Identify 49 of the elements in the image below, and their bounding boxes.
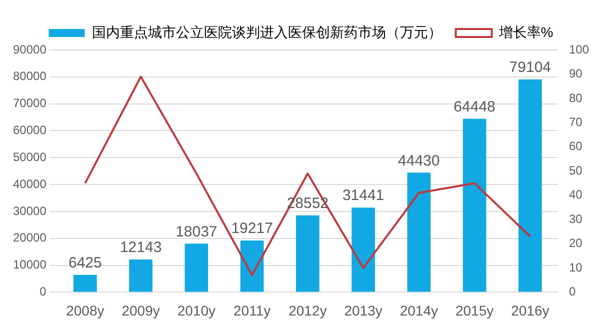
bar xyxy=(518,79,542,292)
bar xyxy=(240,240,264,292)
data-label: 64448 xyxy=(454,98,496,116)
data-label: 12143 xyxy=(120,239,162,256)
y2-tick-label: 70 xyxy=(568,114,583,129)
y2-tick-label: 90 xyxy=(568,66,583,81)
legend-label: 国内重点城市公立医院谈判进入医保创新药市场（万元） xyxy=(92,24,442,40)
x-tick-label: 2013y xyxy=(344,302,382,318)
x-tick-label: 2016y xyxy=(511,302,550,318)
bar xyxy=(462,118,486,292)
y2-tick-label: 10 xyxy=(568,260,583,274)
bar xyxy=(352,208,375,292)
x-tick-label: 2014y xyxy=(400,302,438,318)
bar xyxy=(129,260,152,292)
x-tick-label: 2010y xyxy=(177,302,216,318)
data-label: 31441 xyxy=(342,187,384,204)
bar xyxy=(407,172,431,292)
x-tick-label: 2012y xyxy=(288,302,327,318)
data-label: 44430 xyxy=(398,152,440,170)
bar xyxy=(74,274,97,292)
y-tick-label: 50000 xyxy=(12,150,47,164)
data-label: 6425 xyxy=(68,254,102,272)
x-tick-label: 2008y xyxy=(66,302,104,318)
y2-tick-label: 60 xyxy=(568,139,583,154)
y2-tick-label: 50 xyxy=(568,163,583,178)
y2-tick-label: 30 xyxy=(568,212,583,226)
legend-label: 增长率% xyxy=(498,24,554,40)
y2-tick-label: 80 xyxy=(568,90,583,105)
y-tick-label: 30000 xyxy=(12,204,47,218)
y-tick-label: 0 xyxy=(40,284,47,299)
x-tick-label: 2009y xyxy=(122,302,160,318)
x-tick-label: 2015y xyxy=(455,302,494,318)
y-tick-label: 80000 xyxy=(12,69,47,84)
y-tick-label: 70000 xyxy=(12,96,47,110)
y-tick-label: 10000 xyxy=(12,258,47,272)
x-tick-label: 2011y xyxy=(233,302,271,318)
data-label: 19217 xyxy=(231,220,273,238)
y2-tick-label: 100 xyxy=(568,42,590,56)
y-tick-label: 20000 xyxy=(12,230,47,245)
y2-tick-label: 20 xyxy=(568,236,583,250)
data-label: 18037 xyxy=(176,223,218,240)
y-tick-label: 40000 xyxy=(12,176,47,191)
bar xyxy=(184,244,208,292)
data-label: 79104 xyxy=(509,58,552,76)
y-tick-label: 60000 xyxy=(12,123,47,138)
y-tick-label: 90000 xyxy=(12,42,47,56)
y2-tick-label: 0 xyxy=(568,284,576,299)
bar xyxy=(296,215,320,292)
y2-tick-label: 40 xyxy=(568,188,583,202)
